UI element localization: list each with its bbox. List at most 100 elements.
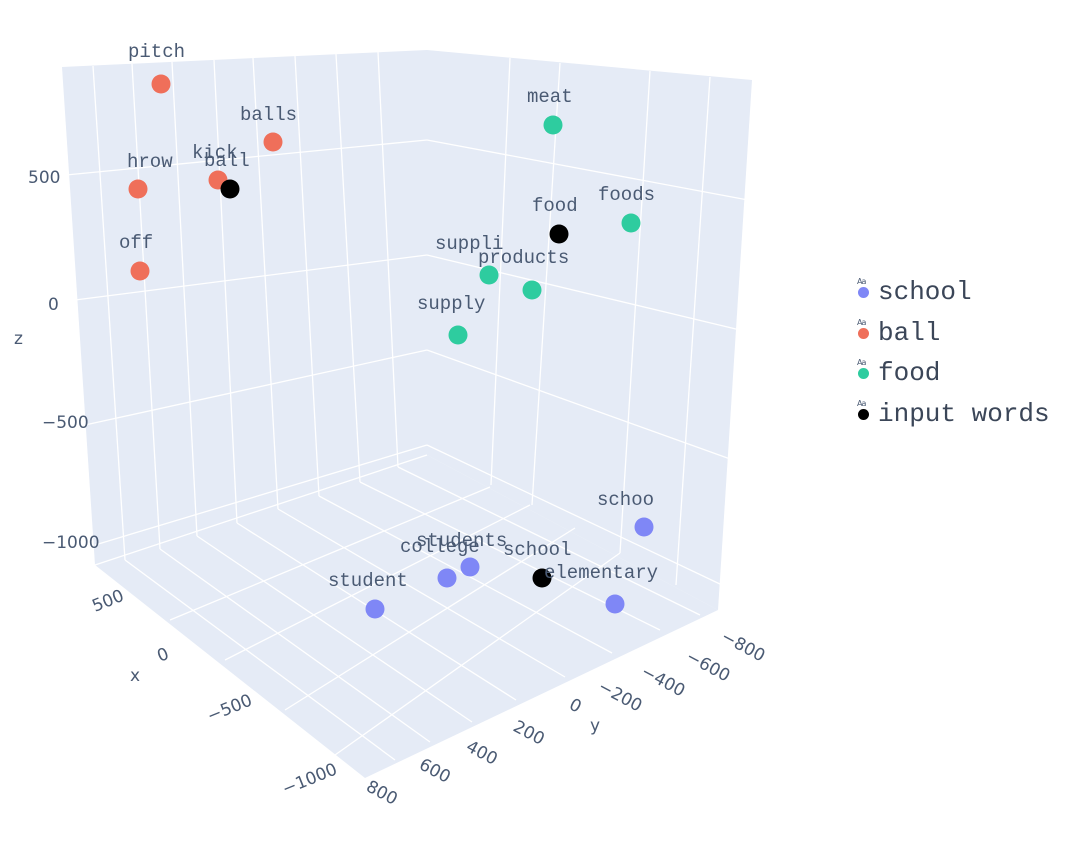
grid-line xyxy=(675,76,711,586)
grid-line xyxy=(169,486,491,621)
grid-line xyxy=(84,349,428,426)
legend-label: ball xyxy=(878,317,941,348)
grid-line xyxy=(131,63,161,550)
grid-line xyxy=(252,57,279,510)
z-tick-label: 500 xyxy=(28,168,60,188)
legend-dot-ball xyxy=(858,327,869,339)
grid-line xyxy=(171,61,198,537)
marker-pitch xyxy=(151,74,171,94)
point-label-kick: kick xyxy=(192,142,238,164)
marker-ball xyxy=(220,179,240,199)
legend-marker-icon: Aa xyxy=(852,399,878,429)
grid-line xyxy=(277,508,566,678)
x-tick-label: 0 xyxy=(154,644,172,667)
z-tick-label: −1000 xyxy=(42,533,100,553)
grid-line xyxy=(224,504,531,661)
grid-line xyxy=(74,254,428,301)
grid-line xyxy=(65,139,428,176)
grid-line xyxy=(426,349,734,461)
legend-item-school[interactable]: Aa school xyxy=(852,272,1050,313)
point-label-student: student xyxy=(328,570,408,592)
y-tick-label: −800 xyxy=(718,627,769,667)
legend-label: school xyxy=(878,277,972,308)
y-tick-label: 0 xyxy=(566,695,585,718)
grid-line xyxy=(213,59,238,524)
y-tick-label: 600 xyxy=(416,755,454,788)
point-label-hrow: hrow xyxy=(127,151,173,173)
grid-line xyxy=(196,535,473,723)
grid-line xyxy=(159,548,431,743)
marker-food xyxy=(549,224,569,244)
grid-line xyxy=(397,466,701,616)
legend-item-food[interactable]: Aa food xyxy=(852,353,1050,394)
grid-line xyxy=(124,559,396,761)
point-label-supply: supply xyxy=(417,293,485,315)
y-axis-title: y xyxy=(590,716,600,736)
legend-marker-icon: Aa xyxy=(852,358,878,388)
y-tick-label: −600 xyxy=(683,647,734,687)
y-tick-label: −200 xyxy=(595,677,646,717)
point-label-balls: balls xyxy=(240,104,297,126)
point-label-meat: meat xyxy=(527,86,573,108)
grid-line xyxy=(284,527,576,711)
point-label-food: food xyxy=(532,195,578,217)
marker-elementary xyxy=(605,594,625,614)
marker-off xyxy=(130,261,150,281)
point-label-off: off xyxy=(119,232,153,254)
marker-foods xyxy=(621,213,641,233)
point-label-college: college xyxy=(400,536,480,558)
grid-line xyxy=(426,139,749,201)
marker-suppli xyxy=(479,265,499,285)
side-wall xyxy=(427,50,752,610)
point-label-students: students xyxy=(416,530,507,552)
grid-line xyxy=(94,454,428,566)
legend-marker-icon: Aa xyxy=(852,277,878,307)
marker-meat xyxy=(543,115,563,135)
z-tick-label: −500 xyxy=(42,413,89,433)
grid-line xyxy=(94,444,428,546)
legend-marker-icon: Aa xyxy=(852,318,878,348)
x-tick-label: −500 xyxy=(204,691,255,727)
x-tick-label: 500 xyxy=(89,586,127,617)
point-label-pitch: pitch xyxy=(128,41,185,63)
grid-line xyxy=(294,55,320,497)
y-tick-label: 200 xyxy=(510,717,548,750)
y-tick-label: 800 xyxy=(363,777,401,810)
grid-line xyxy=(490,57,511,486)
marker-hrow xyxy=(128,179,148,199)
point-label-school: school xyxy=(503,539,571,561)
point-label-ball: ball xyxy=(204,150,250,172)
marker-balls xyxy=(263,132,283,152)
marker-student xyxy=(365,599,385,619)
legend-dot-input-words xyxy=(858,408,869,420)
point-label-products: products xyxy=(478,247,569,269)
x-tick-label: −1000 xyxy=(279,760,340,800)
grid-line xyxy=(426,444,723,586)
z-axis-title: z xyxy=(14,329,23,349)
legend-item-ball[interactable]: Aa ball xyxy=(852,313,1050,354)
legend-item-input-words[interactable]: Aa input words xyxy=(852,394,1050,435)
point-label-suppli: suppli xyxy=(435,233,503,255)
legend-label: food xyxy=(878,358,941,389)
legend: Aa school Aa ball Aa food Aa input words xyxy=(852,272,1050,434)
marker-schoo xyxy=(634,517,654,537)
y-tick-label: −400 xyxy=(638,662,689,702)
marker-supply xyxy=(448,325,468,345)
point-label-elementary: elementary xyxy=(544,562,658,584)
legend-dot-food xyxy=(858,368,869,380)
legend-label: input words xyxy=(878,398,1050,429)
data-points xyxy=(128,74,654,619)
legend-dot-school xyxy=(858,287,869,299)
marker-students xyxy=(460,557,480,577)
point-label-foods: foods xyxy=(598,184,655,206)
point-label-schoo: schoo xyxy=(597,489,654,511)
y-tick-label: 400 xyxy=(463,737,501,770)
x-axis-title: x xyxy=(130,666,140,686)
grid-line xyxy=(92,65,126,561)
marker-school xyxy=(532,568,552,588)
grid-line xyxy=(619,70,651,554)
grid-lines xyxy=(65,51,749,761)
marker-college xyxy=(437,568,457,588)
